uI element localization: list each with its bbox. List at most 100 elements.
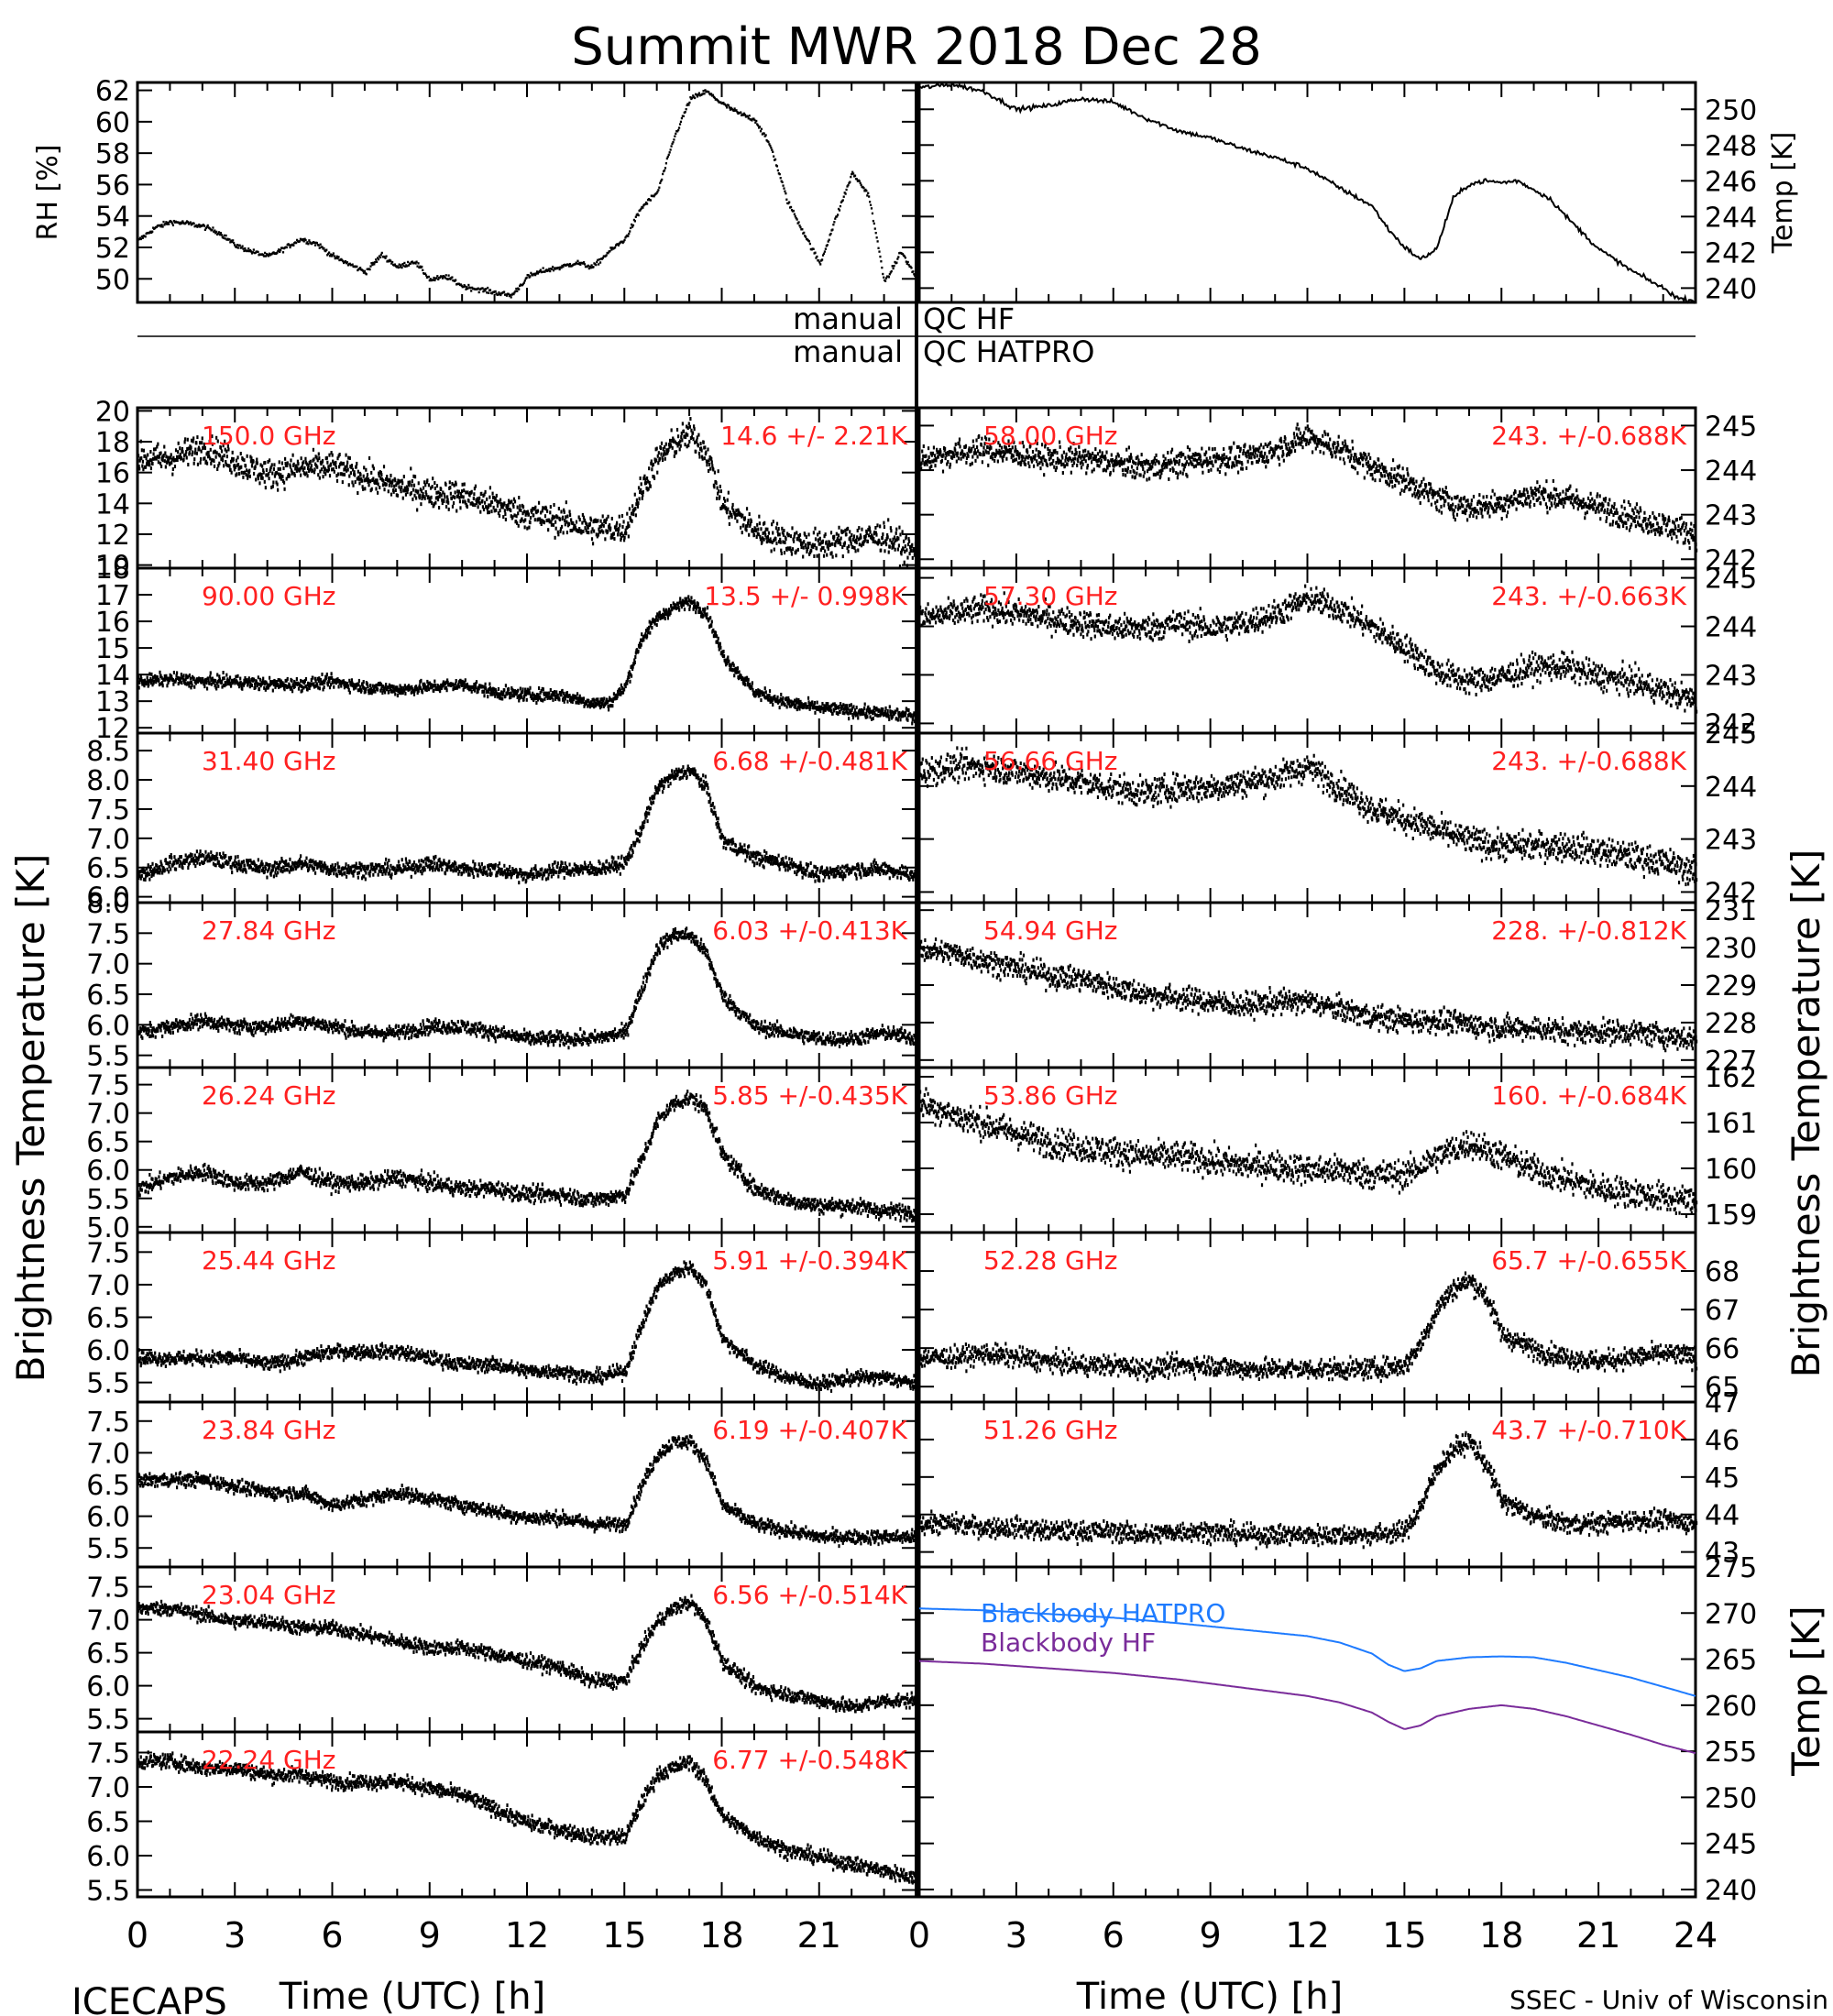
panel-c150-point [194,447,197,452]
panel-c90-point [344,681,346,685]
panel-c31-point [213,854,216,859]
panel-c31-point [272,874,275,879]
panel-c90-point [780,692,783,696]
panel-c90-point [261,681,264,685]
panel-c31-point [375,865,379,870]
panel-c31-point [150,874,153,879]
panel-c150-point [769,537,772,542]
panel-c150-point [598,530,602,534]
rh-series-point [869,203,873,206]
panel-c31-point [379,865,381,870]
panel-c31-point [207,852,210,857]
panel-c150-point [353,470,356,475]
rh-series-point [743,114,747,116]
panel-c150-point [802,545,805,550]
panel-c90-point [779,696,782,701]
rh-series-point [233,241,236,245]
panel-c150-point [620,538,622,542]
panel-c90-point [710,619,713,624]
panel-c90-point [805,702,807,707]
panel-c31-point [273,863,276,868]
rh-series-point [863,190,866,192]
panel-c150-point [355,465,357,469]
panel-c90-point [510,695,512,699]
panel-c150-point [766,527,769,531]
panel-c150-point [913,553,916,557]
panel-c150-point [717,469,719,474]
panel-c150-point [665,448,668,453]
rh-series-point [770,147,773,149]
panel-c150-point [277,488,280,492]
panel-c150-point [280,461,284,466]
rh-series-point [376,257,379,259]
panel-c150-point [876,542,880,546]
panel-c150-point [857,548,860,553]
rh-series-point [805,236,807,238]
panel-c90-point [321,672,324,676]
panel-c150-point [874,525,877,530]
rh-series-point [170,220,173,224]
panel-c90-point [843,711,846,716]
panel-c150-point [914,542,917,546]
rh-series-point [583,263,587,266]
panel-c90-point [210,682,213,686]
rh-series-point [324,249,327,253]
rh-series-point [335,255,338,257]
panel-c150-point [240,470,243,475]
rh-series-point [302,237,304,241]
panel-c31-point [331,863,334,868]
panel-c90-point [177,682,180,686]
panel-c150-point [902,547,905,552]
panel-c90-point [516,691,519,696]
panel-c150-point [824,532,827,537]
panel-c90-point [180,676,182,681]
panel-c31-point [364,868,367,872]
panel-c90-point [493,691,496,696]
panel-c31-point [345,862,347,867]
panel-c90-point [460,683,464,687]
rh-series-point [434,279,436,282]
panel-c150-point [463,482,466,487]
panel-c31-point [370,866,373,871]
panel-c90-point [601,702,604,707]
panel-c90-point [798,707,801,711]
panel-c31-point [325,871,328,875]
panel-c150-point [342,472,345,477]
panel-c90-point [390,689,393,694]
panel-c90-point [792,701,796,706]
panel-c31-point [355,861,357,866]
panel-c31-point [293,864,296,869]
panel-c90-point [381,685,385,689]
panel-c150-point [644,481,648,486]
panel-c90-point [427,687,431,692]
panel-c31-point [386,867,389,871]
panel-c150-point [250,464,254,468]
panel-c90-point [466,682,469,686]
rh-series-point [598,263,600,266]
rh-series-point [779,177,782,180]
panel-c150-point [170,453,172,457]
panel-c90-point [704,607,707,611]
panel-c150-point [343,472,346,477]
panel-c90-point [213,680,215,685]
panel-c90-point [322,687,324,692]
panel-c31-ytick-label: 7.0 [86,824,130,856]
panel-c90-point [304,676,308,681]
panel-c150-point [369,479,372,484]
panel-c31-point [235,860,238,865]
panel-c90-point [896,707,899,712]
rh-series-point [513,291,516,294]
panel-c90-point [297,686,301,691]
panel-c90-point [593,698,596,703]
rh-series-point [877,247,880,249]
panel-c150-point [675,442,678,446]
panel-c90-point [499,696,502,701]
panel-c150-point [533,518,536,522]
panel-c150-point [295,464,298,468]
panel-c150-point [780,551,783,555]
panel-c150-point [746,523,749,528]
panel-c150-point [766,535,770,540]
panel-c90-point [839,709,841,714]
panel-c90-point [268,675,271,680]
panel-c150-point [822,546,825,551]
